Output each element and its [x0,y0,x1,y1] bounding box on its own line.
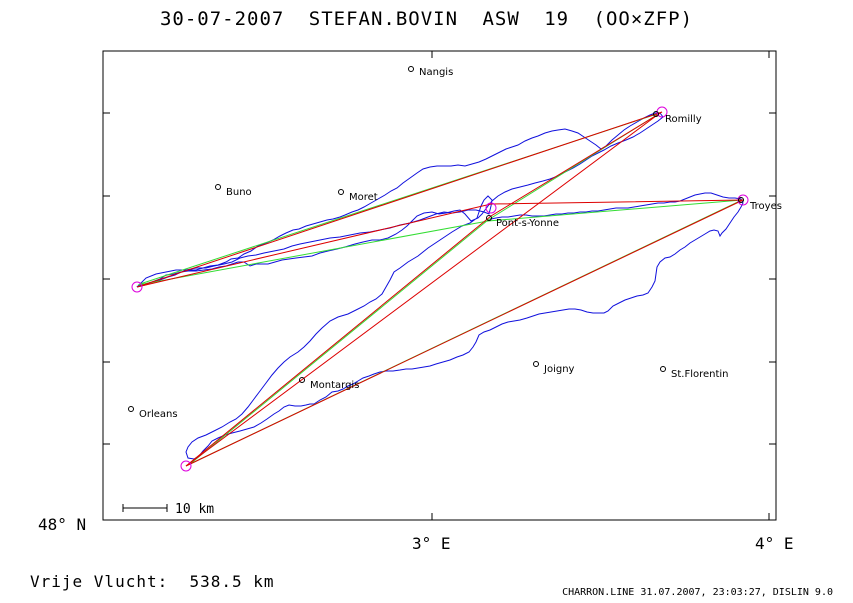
map-title: 30-07-2007 STEFAN.BOVIN ASW 19 (OO×ZFP) [159,8,694,30]
town-label-nangis: Nangis [419,67,453,78]
longitude-label-3e: 3° E [412,534,451,553]
town-marker [299,377,305,383]
town-label-romilly: Romilly [665,114,702,125]
gps-track [136,112,744,460]
latitude-label: 48° N [38,515,87,534]
town-label-pont: Pont-s-Yonne [496,218,559,229]
axis-ticks [103,51,776,521]
turnpoint-pont [485,202,497,214]
scale-bar [122,504,168,512]
town-label-buno: Buno [226,187,252,198]
task-segment [185,112,661,467]
town-label-stflorentin: St.Florentin [671,369,729,380]
distance-summary: Vrije Vlucht: 538.5 km [30,572,275,591]
footer-info: CHARRON.LINE 31.07.2007, 23:03:27, DISLI… [562,587,833,598]
town-marker [486,215,492,221]
task-route [136,111,744,467]
town-marker [338,189,344,195]
town-marker [128,406,134,412]
longitude-label-4e: 4° E [755,534,794,553]
distance-label: Vrije Vlucht: [30,572,169,591]
map-frame [102,50,777,521]
town-label-orleans: Orleans [139,409,178,420]
town-marker [738,197,744,203]
turnpoint-start [131,281,143,293]
town-label-joigny: Joigny [543,364,575,375]
town-marker [533,361,539,367]
town-label-montargis: Montargis [310,380,359,391]
town-marker [215,184,221,190]
turnpoint-montargis [180,460,192,472]
town-marker [660,366,666,372]
scale-bar-label: 10 km [175,502,214,517]
distance-value: 538.5 km [189,572,275,591]
town-label-moret: Moret [349,192,378,203]
town-marker [408,66,414,72]
town-label-troyes: Troyes [749,201,782,212]
town-marker [653,111,659,117]
